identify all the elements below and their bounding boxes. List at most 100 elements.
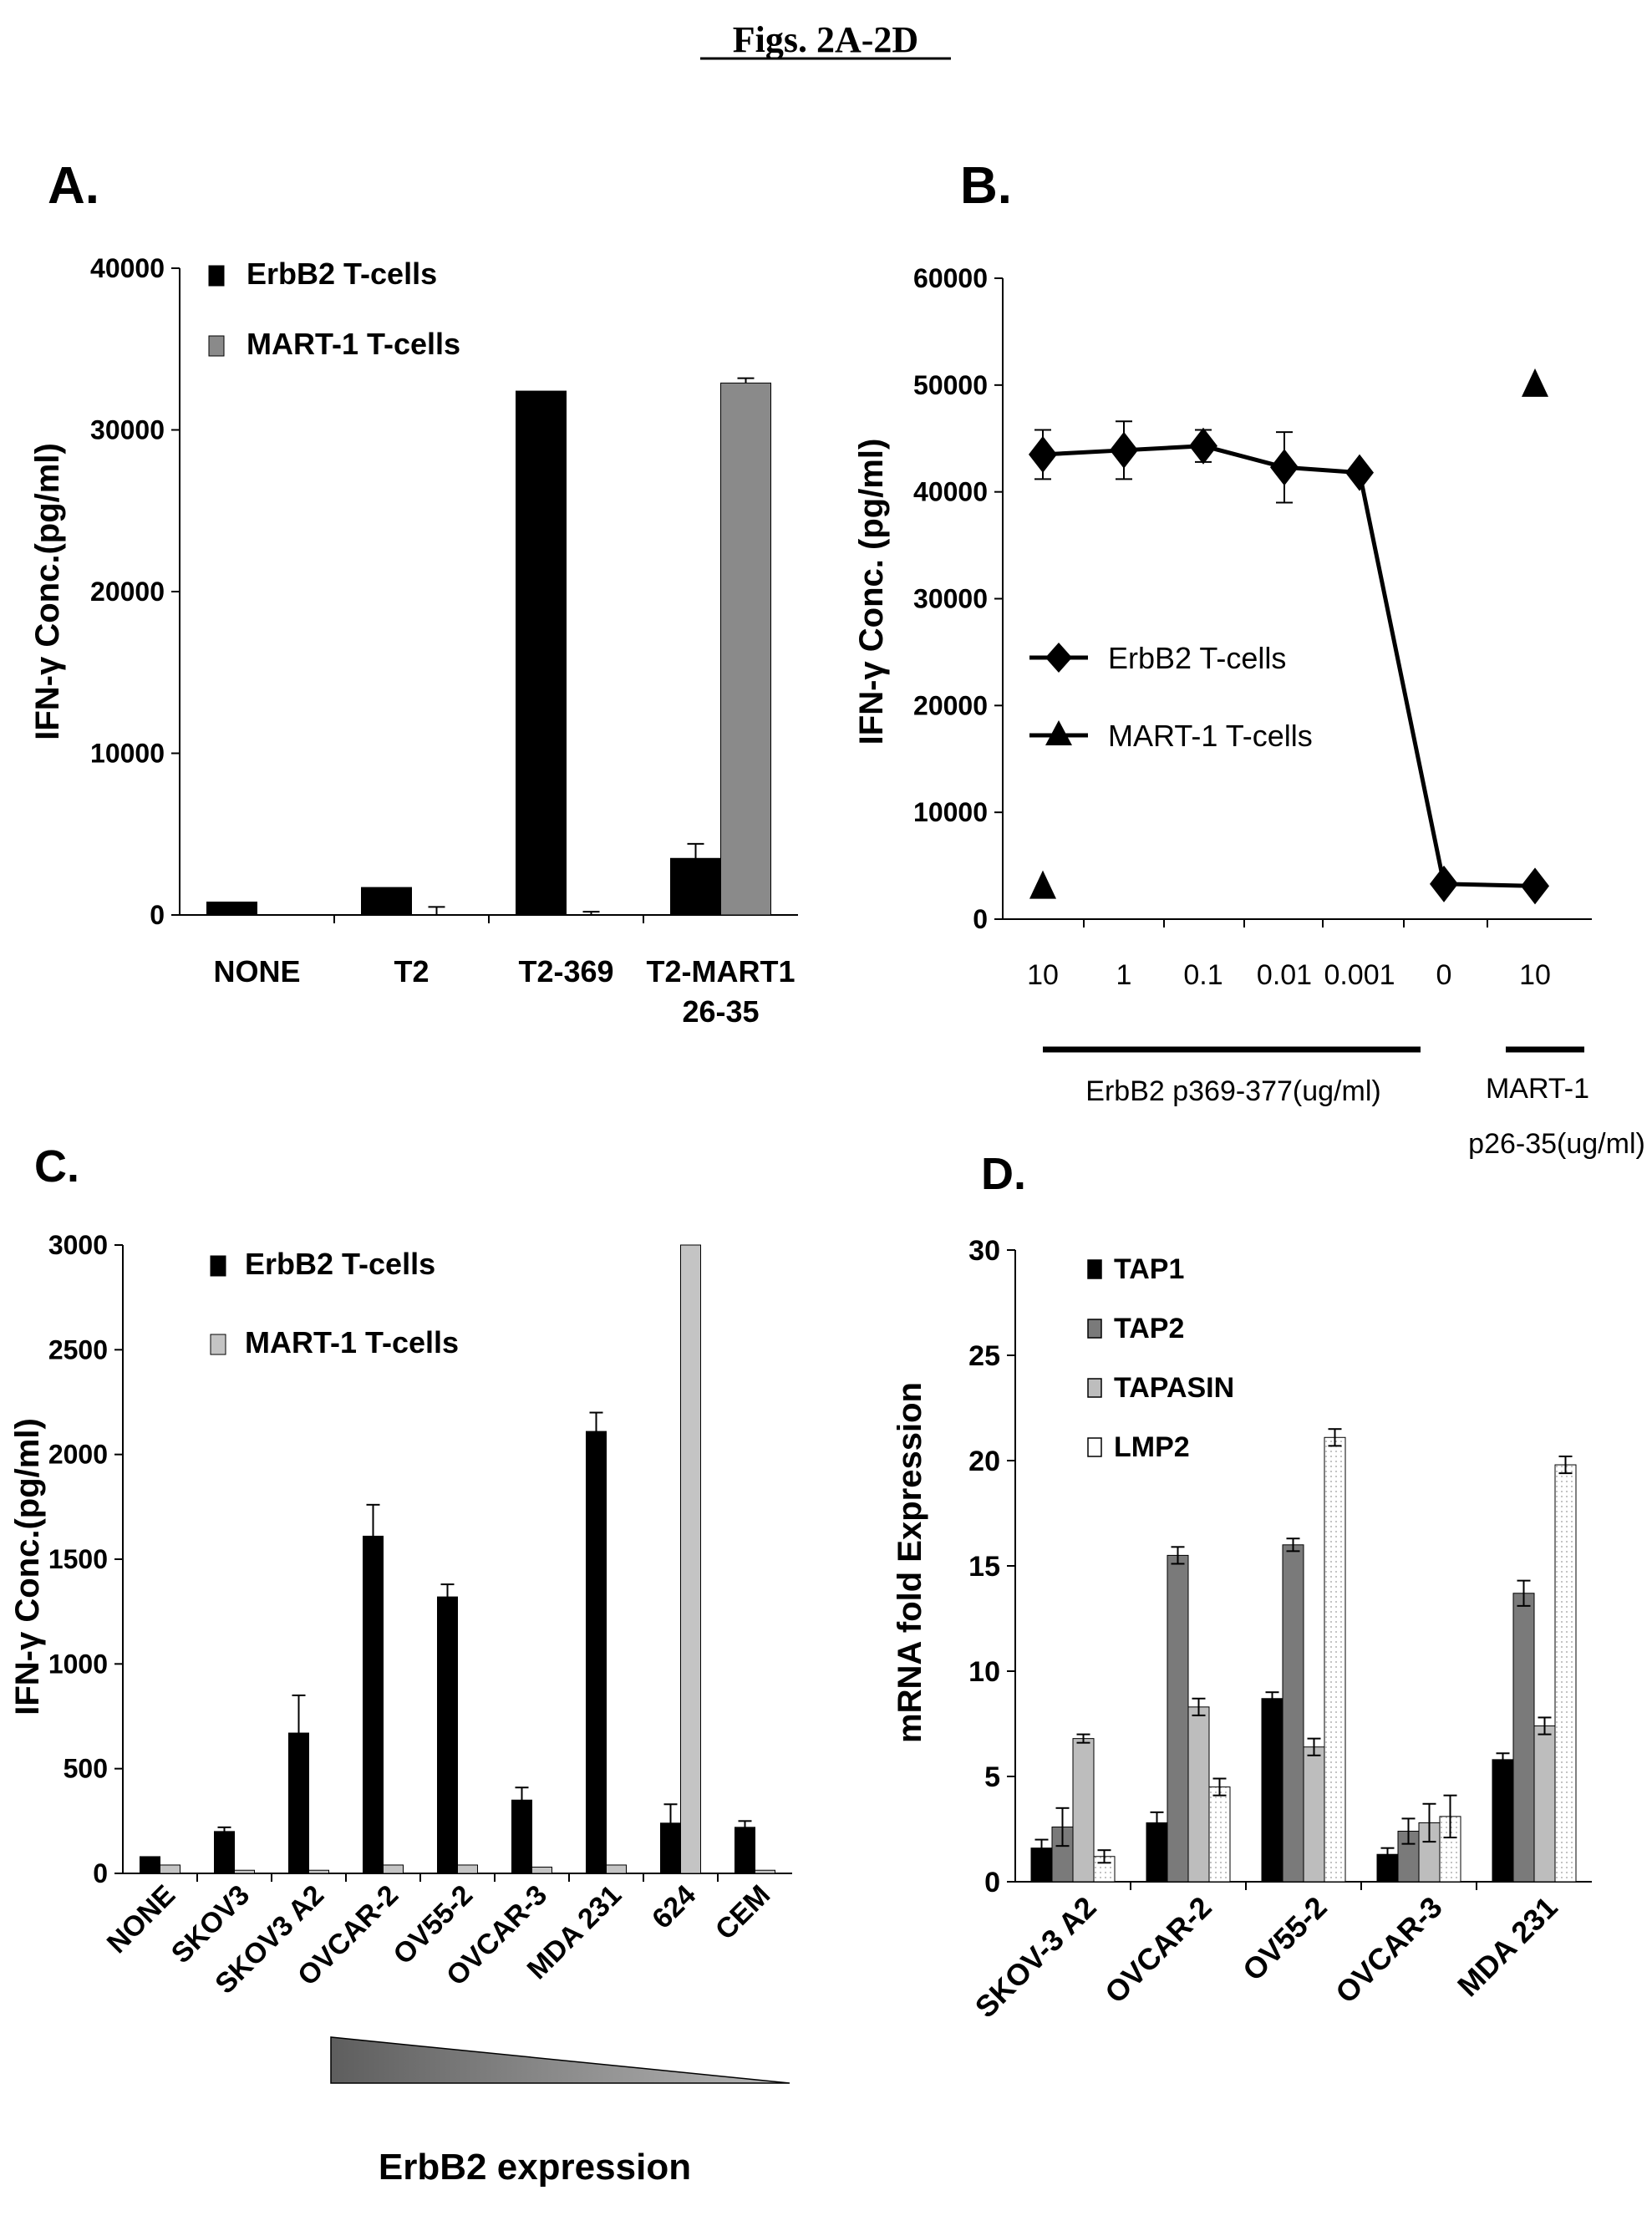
bar-tap1 bbox=[1261, 1698, 1283, 1883]
x-tick-label: CEM bbox=[709, 1879, 776, 1946]
group-label: ErbB2 p369-377(ug/ml) bbox=[1085, 1075, 1380, 1107]
chart-b: B. 0 10000 20000 30000 40000 50000 60000 IFN-γ C… bbox=[853, 157, 1645, 1160]
group-label: MART-1 bbox=[1486, 1073, 1589, 1105]
x-tick-label: T2-MART1 bbox=[647, 954, 796, 988]
y-tick-label: 60000 bbox=[913, 263, 988, 293]
bar-erbb2 bbox=[586, 1431, 607, 1874]
bar-tapasin bbox=[1072, 1738, 1095, 1883]
x-tick-label: 26-35 bbox=[682, 994, 759, 1029]
y-tick-label: 1500 bbox=[48, 1544, 108, 1574]
y-tick-label: 30000 bbox=[913, 584, 988, 614]
x-tick-label: 1 bbox=[1116, 959, 1132, 991]
legend-marker-triangle bbox=[1045, 720, 1072, 745]
bar-erbb2 bbox=[214, 1831, 235, 1874]
bar-mart1 bbox=[383, 1864, 404, 1874]
x-tick-label: 0.001 bbox=[1324, 959, 1395, 991]
y-tick-label: 0 bbox=[150, 900, 165, 930]
data-point-diamond bbox=[1521, 867, 1549, 905]
bar-tap2 bbox=[1167, 1554, 1189, 1883]
y-tick-label: 15 bbox=[968, 1551, 1000, 1583]
x-tick-label: T2 bbox=[394, 954, 429, 988]
y-tick-label: 500 bbox=[64, 1754, 108, 1784]
chart-a: A. 0 10000 20000 30000 40000 IFN-γ Conc.(pg/ml… bbox=[29, 157, 798, 1029]
y-axis-label: IFN-γ Conc.(pg/ml) bbox=[9, 1418, 46, 1715]
bar-erbb2 bbox=[206, 902, 257, 916]
legend-label: ErbB2 T-cells bbox=[245, 1247, 435, 1281]
legend-label: ErbB2 T-cells bbox=[247, 257, 437, 291]
bar-mart1 bbox=[755, 1869, 775, 1874]
bar-tap2 bbox=[1512, 1593, 1535, 1883]
bar-erbb2 bbox=[670, 857, 721, 916]
bar-erbb2 bbox=[516, 390, 567, 916]
y-tick-label: 1000 bbox=[48, 1649, 108, 1679]
x-tick-label: OVCAR-2 bbox=[1098, 1890, 1218, 2010]
y-tick-label: 30000 bbox=[90, 415, 165, 445]
x-tick-label: 0.01 bbox=[1257, 959, 1312, 991]
y-tick-label: 0 bbox=[973, 904, 988, 934]
data-point-triangle bbox=[1522, 368, 1548, 397]
bar-mart1 bbox=[720, 382, 771, 916]
legend-label: MART-1 T-cells bbox=[247, 327, 460, 361]
x-tick-label: 10 bbox=[1027, 959, 1059, 991]
legend-swatch bbox=[1087, 1437, 1102, 1457]
chart-d: D. 0 5 10 15 20 25 30 mRNA fold Expression SKOV-3… bbox=[892, 1149, 1592, 2025]
bar-erbb2 bbox=[660, 1822, 681, 1874]
annotation-erbb2-expression: ErbB2 expression bbox=[379, 2147, 691, 2188]
bar-tapasin bbox=[1303, 1746, 1325, 1883]
legend-label: TAP1 bbox=[1114, 1253, 1184, 1285]
y-tick-label: 40000 bbox=[90, 253, 165, 283]
bar-mart1 bbox=[234, 1869, 255, 1874]
y-tick-label: 2500 bbox=[48, 1334, 108, 1365]
bar-tapasin bbox=[1187, 1706, 1210, 1883]
bar-mart1 bbox=[308, 1869, 329, 1874]
data-point-diamond bbox=[1189, 427, 1217, 465]
y-tick-label: 20000 bbox=[913, 690, 988, 720]
y-tick-label: 25 bbox=[968, 1340, 1000, 1372]
bar-lmp2 bbox=[1208, 1786, 1231, 1883]
bar-mart1 bbox=[606, 1864, 627, 1874]
legend-marker-diamond bbox=[1045, 643, 1072, 673]
x-tick-label: 0.1 bbox=[1183, 959, 1222, 991]
x-tick-label: 0 bbox=[1436, 959, 1452, 991]
legend-swatch bbox=[1087, 1319, 1102, 1339]
legend-swatch bbox=[208, 265, 225, 287]
y-tick-label: 10000 bbox=[90, 739, 165, 769]
y-tick-label: 40000 bbox=[913, 477, 988, 507]
legend-label: TAP2 bbox=[1114, 1313, 1184, 1344]
bar-mart1 bbox=[457, 1864, 478, 1874]
legend-label: ErbB2 T-cells bbox=[1108, 641, 1286, 675]
legend-label: LMP2 bbox=[1114, 1431, 1190, 1463]
y-tick-label: 0 bbox=[984, 1867, 1000, 1898]
legend-swatch bbox=[210, 1334, 226, 1355]
bar-erbb2 bbox=[361, 887, 412, 916]
x-tick-label: OV55-2 bbox=[1236, 1890, 1334, 1988]
data-point-diamond bbox=[1110, 431, 1138, 469]
data-point-diamond bbox=[1345, 454, 1374, 491]
x-tick-label: T2-369 bbox=[518, 954, 613, 988]
y-tick-label: 30 bbox=[968, 1235, 1000, 1267]
page-title: Figs. 2A-2D bbox=[733, 19, 918, 60]
y-tick-label: 10 bbox=[968, 1656, 1000, 1688]
bar-erbb2 bbox=[288, 1732, 309, 1874]
data-point-diamond bbox=[1430, 865, 1458, 902]
bar-mart1 bbox=[531, 1866, 552, 1874]
legend-label: MART-1 T-cells bbox=[1108, 719, 1313, 753]
bar-erbb2 bbox=[363, 1535, 384, 1874]
y-axis-label: IFN-γ Conc.(pg/ml) bbox=[29, 443, 66, 740]
x-tick-label: 624 bbox=[646, 1879, 702, 1935]
y-tick-label: 3000 bbox=[48, 1230, 108, 1260]
legend-swatch bbox=[210, 1255, 226, 1277]
y-tick-label: 10000 bbox=[913, 797, 988, 827]
bar-tap2 bbox=[1282, 1544, 1304, 1883]
bar-tapasin bbox=[1533, 1725, 1556, 1883]
bar-erbb2 bbox=[437, 1596, 458, 1874]
bar-mart1 bbox=[680, 1244, 701, 1874]
x-tick-label: MDA 231 bbox=[1451, 1890, 1564, 2004]
legend-swatch bbox=[1087, 1378, 1102, 1398]
legend-label: MART-1 T-cells bbox=[245, 1325, 459, 1359]
data-point-diamond bbox=[1270, 449, 1299, 486]
panel-label-c: C. bbox=[34, 1141, 79, 1192]
x-tick-label: SKOV-3 A2 bbox=[968, 1890, 1103, 2025]
y-tick-label: 5 bbox=[984, 1761, 1000, 1793]
